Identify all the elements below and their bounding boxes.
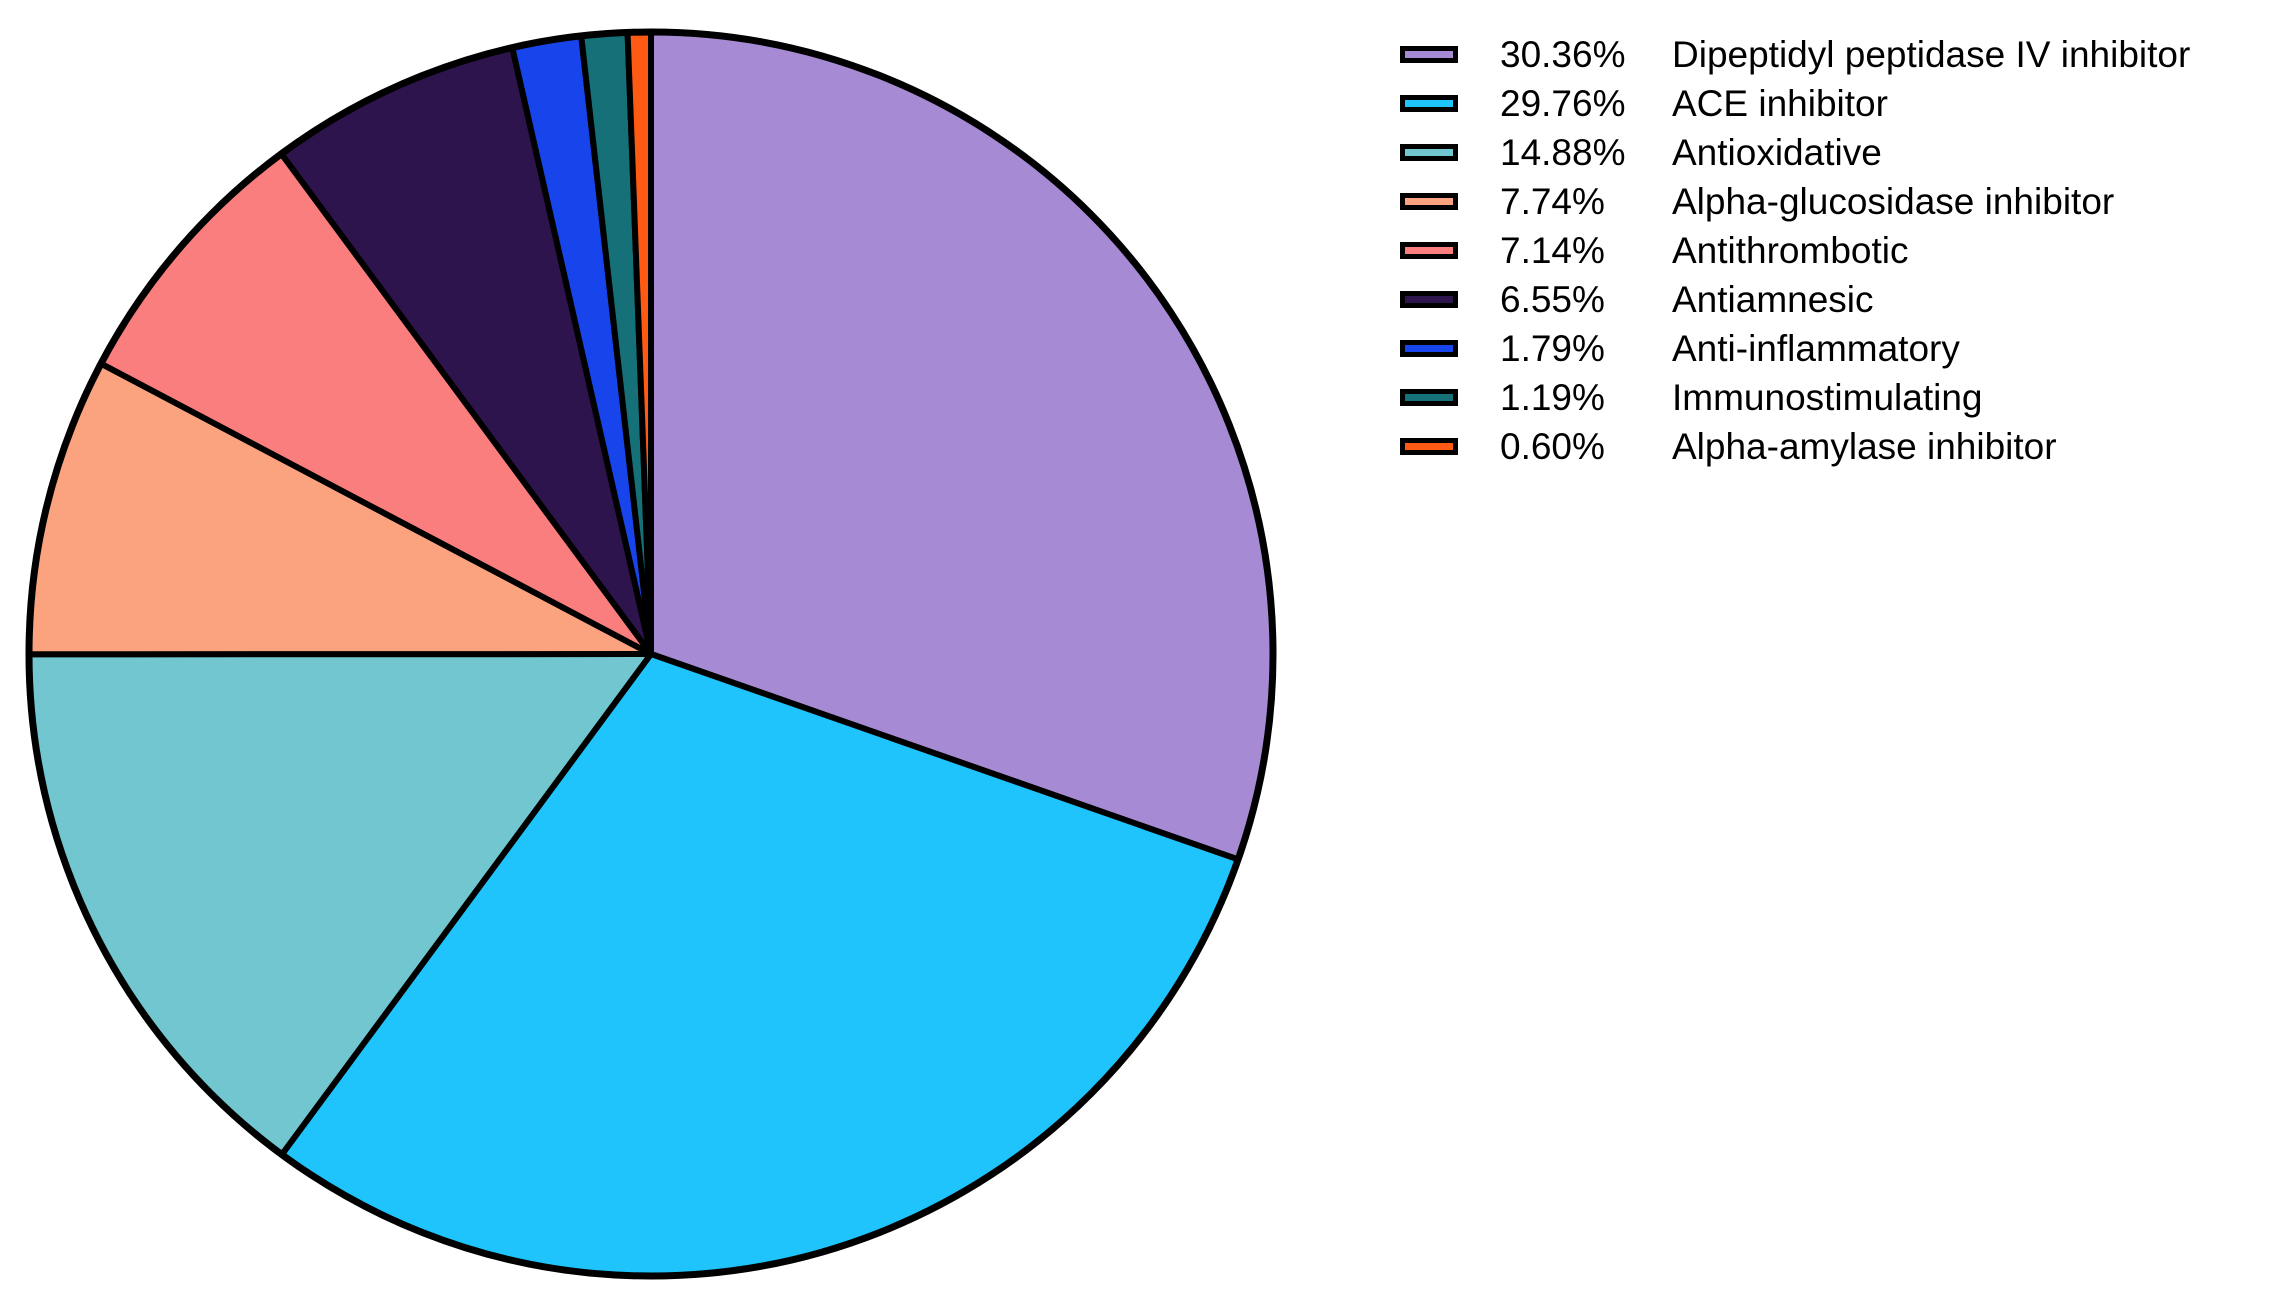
legend-label: Antiamnesic [1672, 278, 1874, 320]
legend-percent: 6.55% [1500, 278, 1605, 320]
legend: 30.36% Dipeptidyl peptidase IV inhibitor… [1400, 30, 2260, 471]
legend-item: 7.14% Antithrombotic [1400, 226, 2260, 275]
legend-label: Alpha-amylase inhibitor [1672, 425, 2057, 467]
legend-item: 6.55% Antiamnesic [1400, 275, 2260, 324]
legend-item: 7.74% Alpha-glucosidase inhibitor [1400, 177, 2260, 226]
legend-swatch [1400, 438, 1458, 455]
legend-label: Anti-inflammatory [1672, 327, 1960, 369]
legend-label: Alpha-glucosidase inhibitor [1672, 180, 2115, 222]
legend-label: ACE inhibitor [1672, 82, 1888, 124]
legend-swatch [1400, 46, 1458, 63]
legend-item: 1.19% Immunostimulating [1400, 373, 2260, 422]
legend-item: 30.36% Dipeptidyl peptidase IV inhibitor [1400, 30, 2260, 79]
pie-outline [25, 28, 1277, 1280]
legend-label: Immunostimulating [1672, 376, 1983, 418]
legend-percent: 30.36% [1500, 33, 1626, 75]
legend-swatch [1400, 144, 1458, 161]
pie-plot [25, 28, 1277, 1280]
legend-swatch [1400, 340, 1458, 357]
legend-item: 0.60% Alpha-amylase inhibitor [1400, 422, 2260, 471]
legend-label: Antithrombotic [1672, 229, 1909, 271]
legend-label: Antioxidative [1672, 131, 1882, 173]
legend-item: 29.76% ACE inhibitor [1400, 79, 2260, 128]
legend-swatch [1400, 193, 1458, 210]
legend-swatch [1400, 291, 1458, 308]
legend-swatch [1400, 242, 1458, 259]
legend-item: 14.88% Antioxidative [1400, 128, 2260, 177]
legend-percent: 1.79% [1500, 327, 1605, 369]
legend-item: 1.79% Anti-inflammatory [1400, 324, 2260, 373]
legend-swatch [1400, 389, 1458, 406]
legend-percent: 14.88% [1500, 131, 1626, 173]
legend-percent: 7.74% [1500, 180, 1605, 222]
legend-percent: 7.14% [1500, 229, 1605, 271]
legend-label: Dipeptidyl peptidase IV inhibitor [1672, 33, 2191, 75]
legend-percent: 1.19% [1500, 376, 1605, 418]
legend-percent: 0.60% [1500, 425, 1605, 467]
legend-percent: 29.76% [1500, 82, 1626, 124]
legend-swatch [1400, 95, 1458, 112]
